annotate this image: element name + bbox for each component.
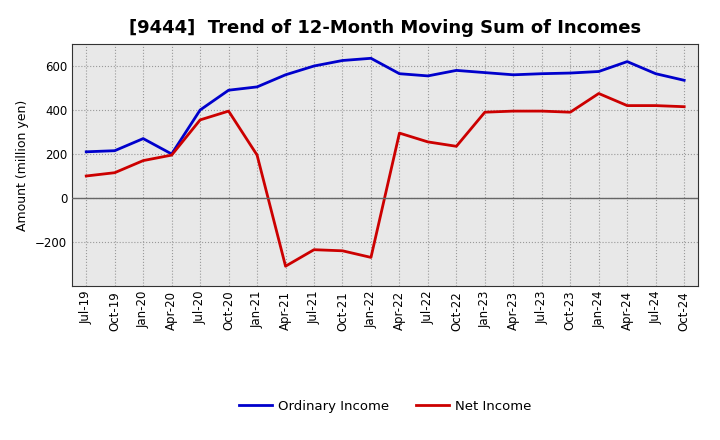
Net Income: [595, 91, 603, 96]
Net Income: [167, 152, 176, 158]
Net Income: [225, 108, 233, 114]
Net Income: [537, 108, 546, 114]
Net Income: [566, 110, 575, 115]
Ordinary Income: [253, 84, 261, 90]
Ordinary Income: [395, 71, 404, 76]
Legend: Ordinary Income, Net Income: Ordinary Income, Net Income: [233, 394, 537, 418]
Net Income: [680, 104, 688, 109]
Ordinary Income: [338, 58, 347, 63]
Ordinary Income: [82, 149, 91, 154]
Line: Ordinary Income: Ordinary Income: [86, 58, 684, 154]
Net Income: [423, 139, 432, 144]
Net Income: [480, 110, 489, 115]
Ordinary Income: [537, 71, 546, 76]
Net Income: [196, 117, 204, 122]
Net Income: [310, 247, 318, 253]
Y-axis label: Amount (million yen): Amount (million yen): [17, 99, 30, 231]
Net Income: [452, 143, 461, 149]
Net Income: [366, 255, 375, 260]
Net Income: [139, 158, 148, 163]
Ordinary Income: [452, 68, 461, 73]
Net Income: [110, 170, 119, 175]
Ordinary Income: [139, 136, 148, 141]
Ordinary Income: [680, 77, 688, 83]
Ordinary Income: [595, 69, 603, 74]
Ordinary Income: [366, 55, 375, 61]
Net Income: [338, 248, 347, 253]
Ordinary Income: [423, 73, 432, 78]
Net Income: [282, 264, 290, 269]
Ordinary Income: [196, 107, 204, 113]
Ordinary Income: [225, 88, 233, 93]
Net Income: [253, 152, 261, 158]
Net Income: [623, 103, 631, 108]
Net Income: [395, 130, 404, 136]
Ordinary Income: [652, 71, 660, 76]
Net Income: [652, 103, 660, 108]
Title: [9444]  Trend of 12-Month Moving Sum of Incomes: [9444] Trend of 12-Month Moving Sum of I…: [129, 19, 642, 37]
Ordinary Income: [509, 72, 518, 77]
Ordinary Income: [167, 151, 176, 157]
Ordinary Income: [110, 148, 119, 153]
Net Income: [509, 108, 518, 114]
Ordinary Income: [282, 72, 290, 77]
Line: Net Income: Net Income: [86, 93, 684, 266]
Ordinary Income: [480, 70, 489, 75]
Ordinary Income: [310, 63, 318, 69]
Ordinary Income: [566, 70, 575, 76]
Net Income: [82, 173, 91, 179]
Ordinary Income: [623, 59, 631, 64]
